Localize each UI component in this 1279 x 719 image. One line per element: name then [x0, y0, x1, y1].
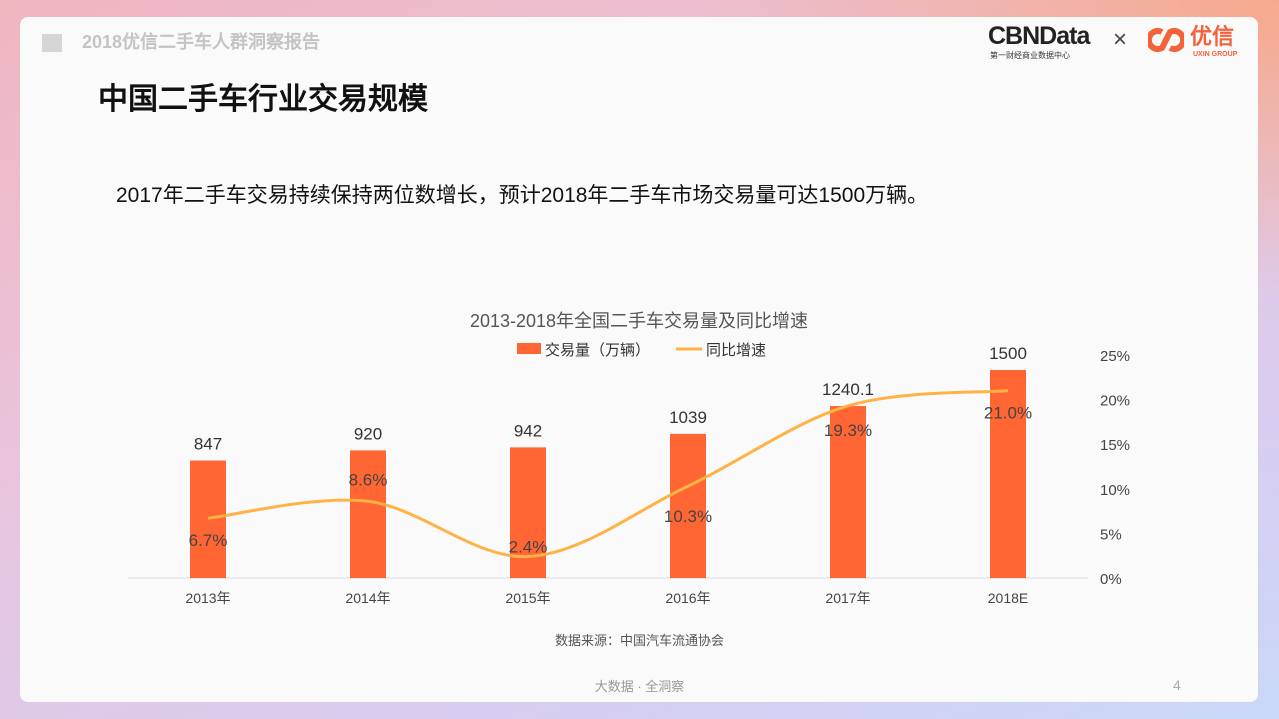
slide-card — [20, 17, 1258, 702]
source-note: 数据来源：中国汽车流通协会 — [554, 633, 724, 648]
page-number: 4 — [1173, 677, 1181, 693]
bar — [990, 370, 1026, 578]
bar-value-label: 847 — [194, 435, 222, 454]
cbndata-logo-sub: 第一财经商业数据中心 — [990, 51, 1070, 60]
bar-value-label: 1240.1 — [822, 380, 874, 399]
x-tick-label: 2018E — [988, 590, 1028, 606]
growth-line — [207, 389, 1009, 559]
y-right-tick-label: 10% — [1100, 482, 1130, 499]
chart-title: 2013-2018年全国二手车交易量及同比增速 — [470, 311, 808, 331]
legend-bar-swatch — [517, 343, 541, 354]
subtitle: 2017年二手车交易持续保持两位数增长，预计2018年二手车市场交易量可达150… — [116, 184, 929, 207]
bar-value-label: 1500 — [989, 344, 1027, 363]
y-right-tick-label: 20% — [1100, 393, 1130, 410]
cbndata-logo: CBNData — [988, 22, 1090, 50]
separator: × — [1113, 26, 1128, 53]
bar-value-label: 1039 — [669, 408, 707, 427]
growth-value-label: 19.3% — [824, 421, 872, 440]
x-tick-label: 2013年 — [185, 590, 230, 606]
y-right-tick-label: 5% — [1100, 526, 1122, 543]
footer-slogan: 大数据 · 全洞察 — [594, 679, 685, 694]
growth-value-label: 8.6% — [349, 470, 388, 489]
growth-value-label: 6.7% — [189, 531, 228, 550]
y-right-tick-label: 15% — [1100, 437, 1130, 454]
bar-value-label: 920 — [354, 424, 382, 443]
y-right-tick-label: 0% — [1100, 571, 1122, 588]
growth-value-label: 10.3% — [664, 507, 712, 526]
growth-value-label: 2.4% — [509, 538, 548, 557]
bar — [510, 447, 546, 578]
legend-bar-label: 交易量（万辆） — [545, 341, 650, 359]
y-right-tick-label: 25% — [1100, 348, 1130, 365]
x-tick-label: 2014年 — [345, 590, 390, 606]
bar — [670, 433, 706, 578]
uxin-logo-icon — [1148, 28, 1184, 52]
x-tick-label: 2017年 — [825, 590, 870, 606]
bar — [830, 406, 866, 578]
bar-value-label: 942 — [514, 421, 542, 440]
uxin-logo: 优信 — [1190, 24, 1235, 49]
growth-value-label: 21.0% — [984, 404, 1032, 423]
uxin-logo-sub: UXIN GROUP — [1193, 51, 1238, 58]
x-tick-label: 2015年 — [505, 590, 550, 606]
legend-line-label: 同比增速 — [706, 342, 766, 359]
x-tick-label: 2016年 — [665, 590, 710, 606]
page-title: 中国二手车行业交易规模 — [98, 83, 428, 116]
bar — [190, 460, 226, 578]
header-square-icon — [42, 34, 62, 52]
bar — [350, 450, 386, 578]
report-title: 2018优信二手车人群洞察报告 — [82, 32, 321, 52]
